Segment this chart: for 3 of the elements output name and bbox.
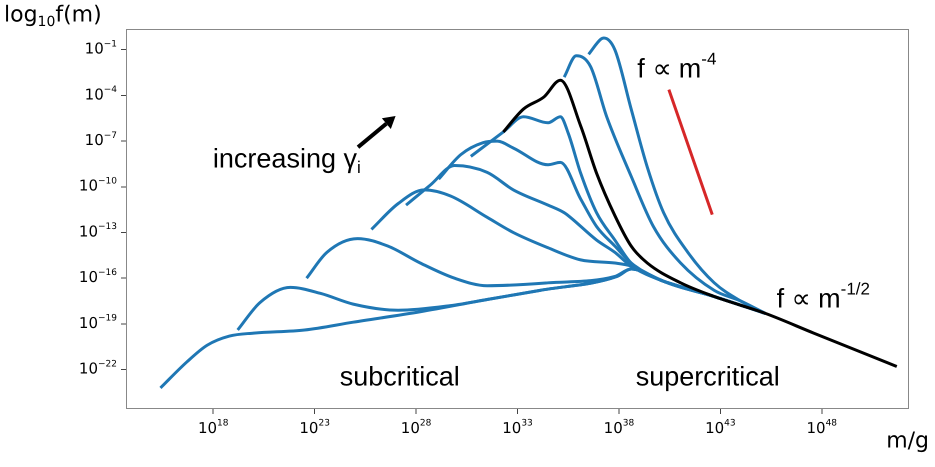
- annotation: supercritical: [636, 361, 780, 392]
- x-axis-title: m/g: [886, 428, 930, 454]
- annotation: subcritical: [340, 361, 460, 392]
